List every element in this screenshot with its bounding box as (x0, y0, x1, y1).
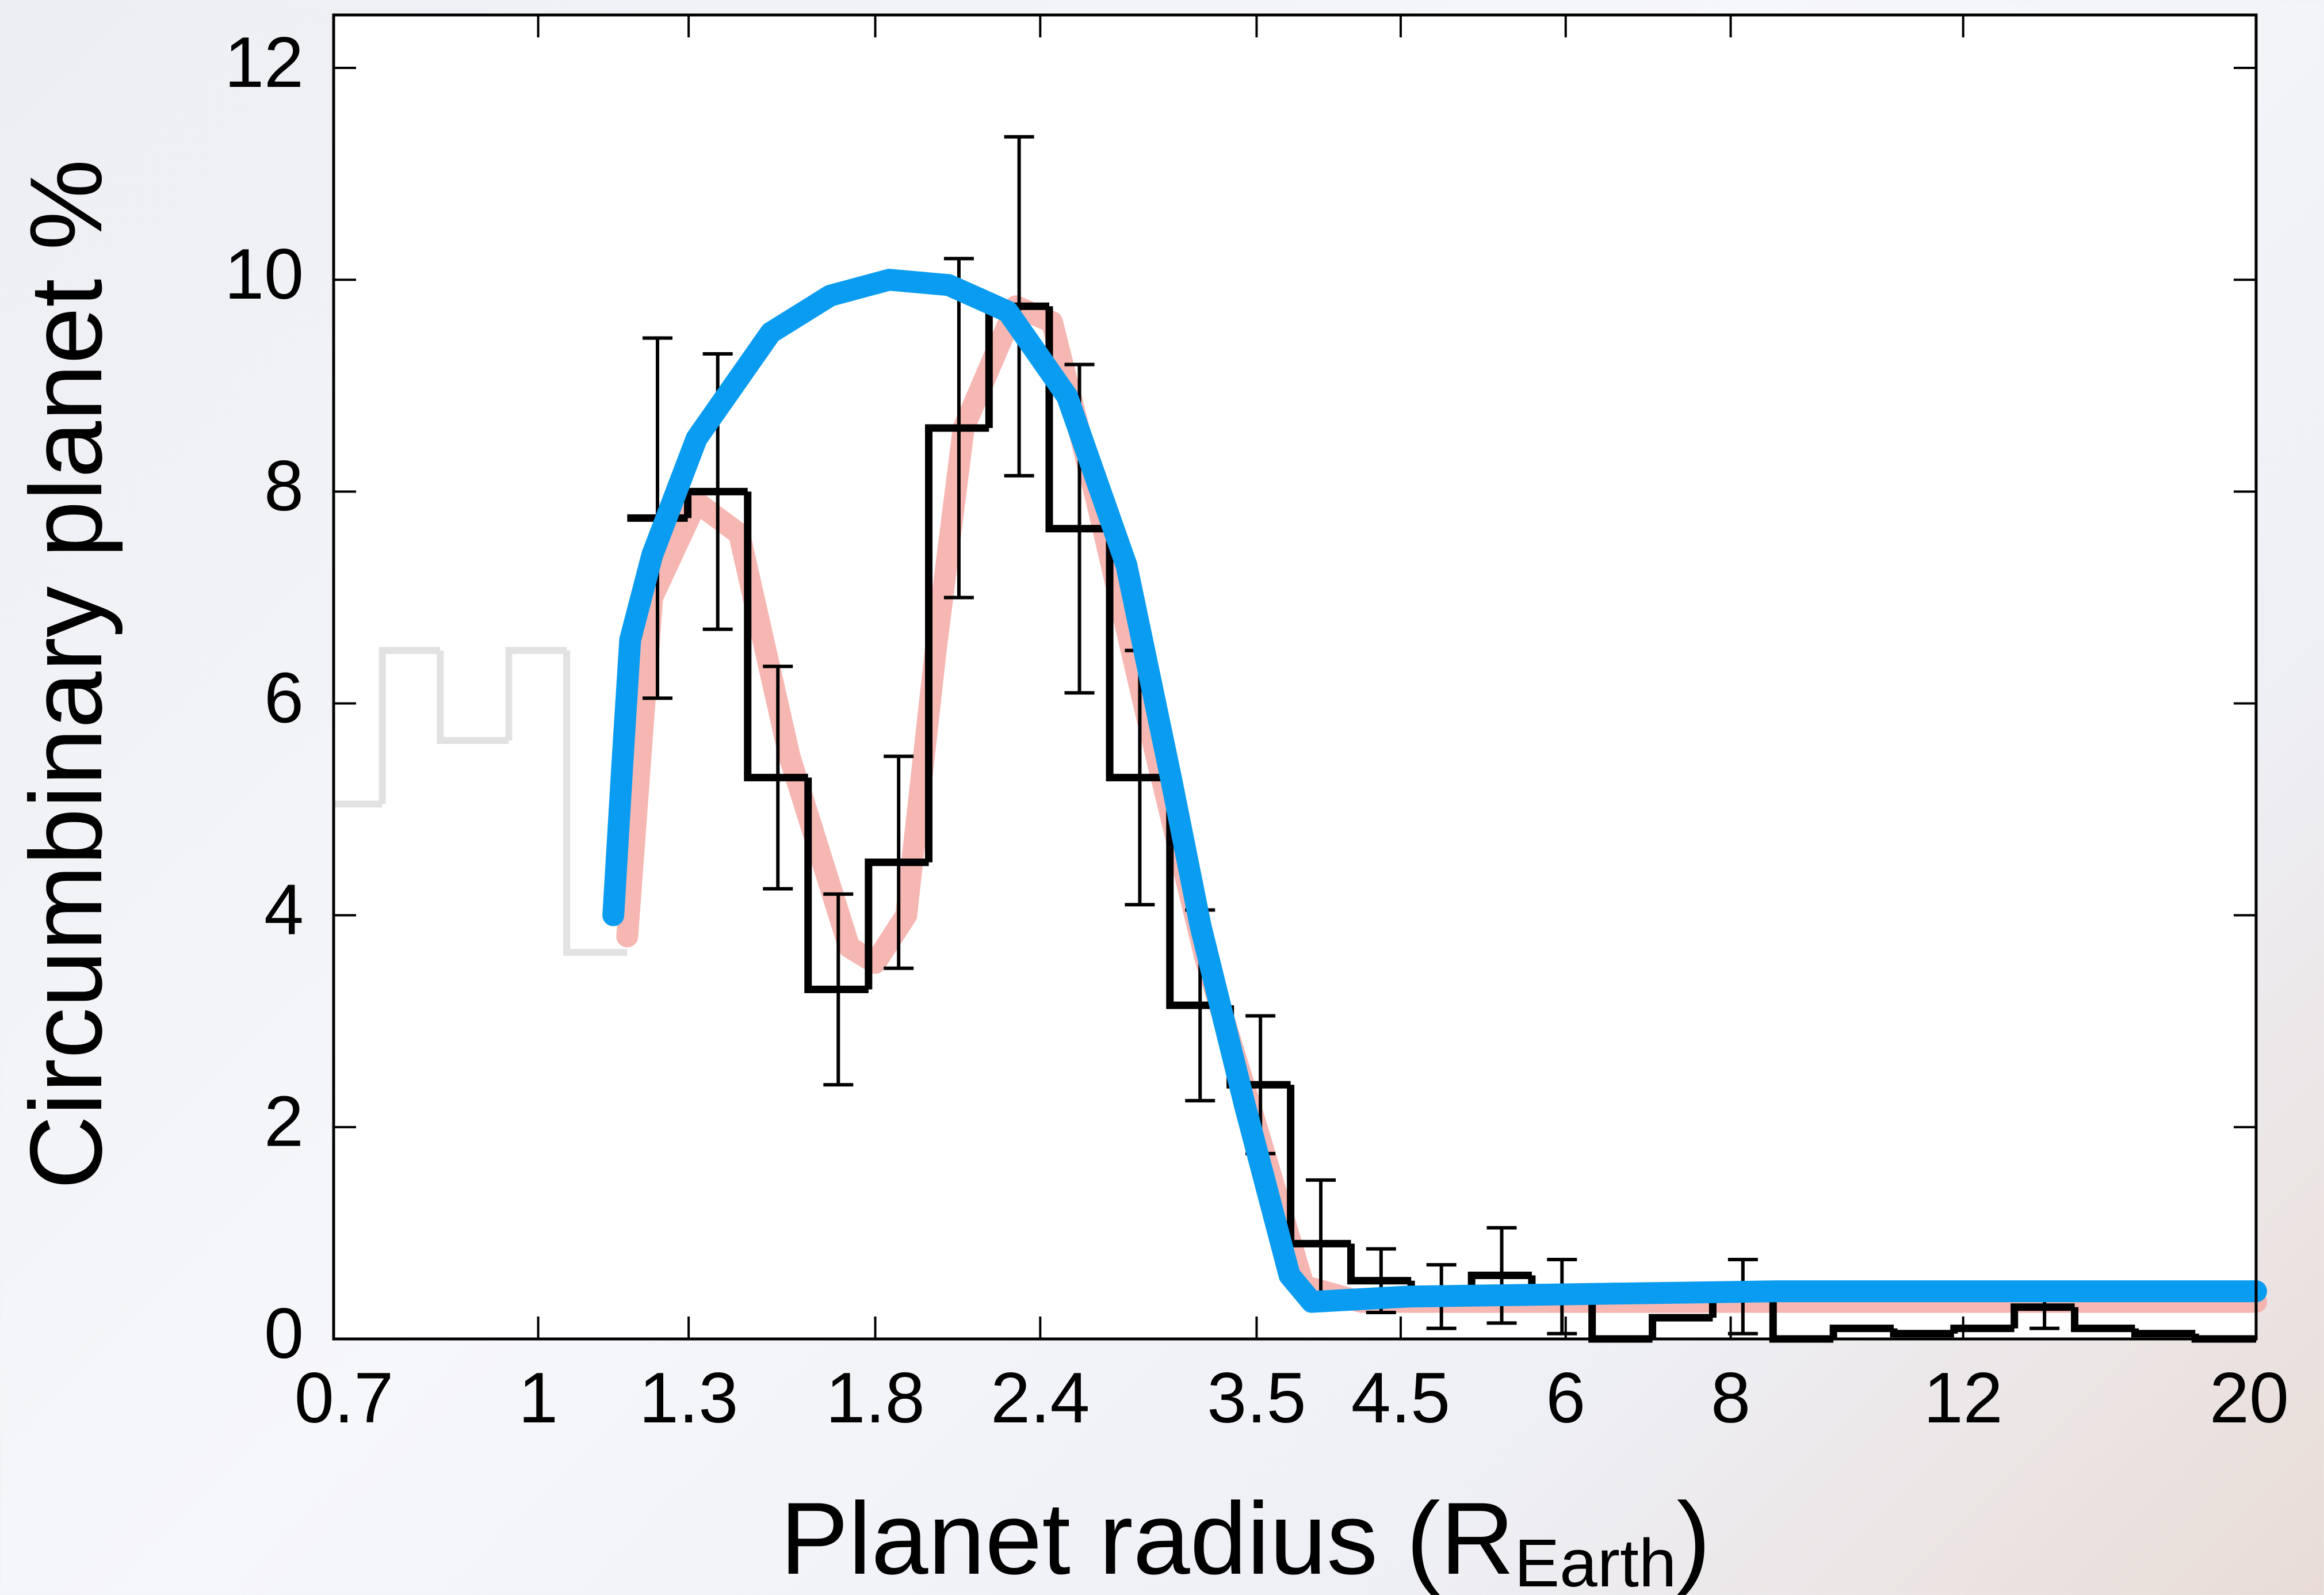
x-tick-label: 6 (1546, 1359, 1585, 1438)
y-tick-label: 2 (264, 1082, 304, 1162)
histogram-step (804, 777, 869, 994)
histogram-step (1890, 1328, 1954, 1338)
x-tick-label: 1.8 (825, 1359, 924, 1438)
y-tick-label: 4 (264, 870, 304, 949)
histogram-step (379, 647, 441, 804)
histogram-step (744, 491, 808, 781)
x-tick-label: 2.4 (991, 1359, 1090, 1438)
x-tick-label: 12 (1924, 1359, 2003, 1438)
error-bar (763, 665, 793, 891)
x-axis-label-text: Planet radius (R (780, 1481, 1514, 1595)
histogram-step (1649, 1314, 1713, 1339)
x-axis-label-subscript: Earth (1514, 1525, 1676, 1595)
histogram-step (2131, 1328, 2196, 1338)
histogram-step (925, 424, 989, 863)
y-tick-label: 12 (224, 23, 304, 102)
histogram-step (2010, 1303, 2075, 1329)
histogram-step (1347, 1243, 1412, 1285)
error-bar (943, 257, 974, 600)
histogram-step (2071, 1307, 2135, 1333)
histogram-step (505, 647, 567, 741)
error-bar (1486, 1226, 1517, 1325)
error-bar (884, 754, 914, 970)
error-bar (823, 892, 854, 1087)
y-tick-label: 8 (264, 447, 304, 526)
histogram-step (1106, 528, 1170, 781)
x-tick-label: 8 (1711, 1359, 1750, 1438)
y-tick-label: 6 (264, 658, 304, 738)
x-tick-label: 20 (2210, 1359, 2289, 1438)
x-tick-label: 4.5 (1351, 1359, 1450, 1438)
histogram-step (1950, 1325, 2015, 1334)
y-tick-label: 0 (264, 1294, 304, 1373)
y-axis-label: Circumbinary planet % (9, 159, 123, 1190)
x-axis-label-suffix: ) (1677, 1481, 1711, 1595)
x-tick-label: 0.7 (295, 1359, 393, 1438)
y-tick-label: 10 (224, 235, 304, 314)
histogram-step (1829, 1325, 1894, 1339)
error-bar (1004, 135, 1034, 478)
histogram-step (865, 858, 929, 990)
curve (602, 269, 2267, 1313)
x-axis-label: Planet radius (REarth) (780, 1481, 1711, 1595)
x-tick-label: 1.3 (639, 1359, 738, 1438)
histogram-step (437, 650, 509, 744)
histogram-step (563, 650, 628, 956)
x-tick-label: 1 (518, 1359, 558, 1438)
x-tick-label: 3.5 (1207, 1359, 1306, 1438)
plot-frame (332, 13, 2258, 1341)
